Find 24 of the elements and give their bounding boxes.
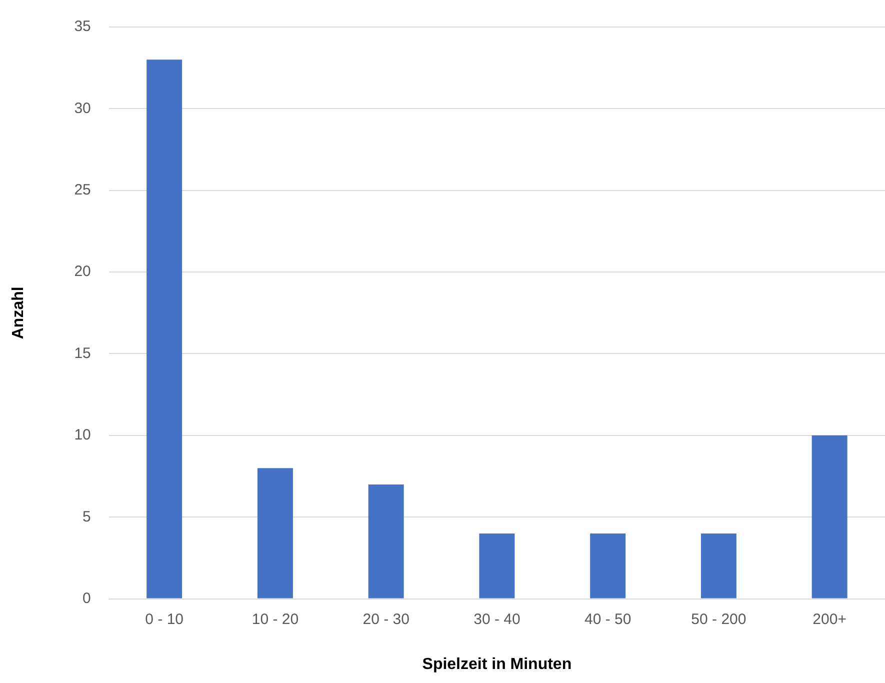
x-tick-label: 200+	[812, 610, 847, 628]
y-tick-label: 10	[74, 426, 91, 444]
bar	[812, 435, 848, 598]
bar	[590, 533, 626, 598]
bar	[146, 60, 182, 598]
y-tick-label: 5	[82, 508, 91, 526]
x-tick-label: 50 - 200	[691, 610, 746, 628]
y-tick-label: 30	[74, 100, 91, 117]
y-axis-title: Anzahl	[10, 286, 28, 340]
y-tick-label: 35	[74, 18, 91, 36]
x-tick-label: 0 - 10	[145, 610, 184, 628]
bar	[700, 533, 736, 598]
y-tick-label: 0	[82, 590, 91, 607]
y-tick-label: 20	[74, 263, 91, 280]
x-tick-label: 40 - 50	[584, 610, 632, 628]
x-tick-label: 30 - 40	[474, 610, 520, 628]
bar	[479, 533, 515, 598]
bar	[368, 484, 404, 598]
y-tick-label: 15	[74, 344, 91, 362]
x-axis-title: Spielzeit in Minuten	[422, 656, 572, 673]
y-tick-label: 25	[74, 182, 91, 199]
bar	[257, 468, 293, 598]
x-tick-label: 10 - 20	[252, 610, 299, 628]
x-tick-label: 20 - 30	[362, 610, 410, 628]
